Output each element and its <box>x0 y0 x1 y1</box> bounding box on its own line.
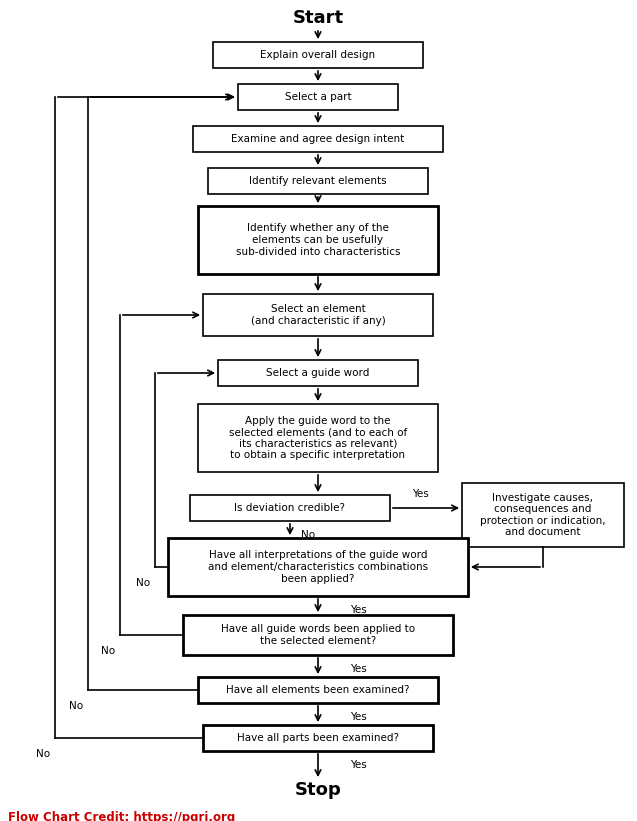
Text: Apply the guide word to the
selected elements (and to each of
its characteristic: Apply the guide word to the selected ele… <box>229 415 407 461</box>
Text: No: No <box>136 578 150 588</box>
Text: No: No <box>301 530 315 540</box>
Text: Identify whether any of the
elements can be usefully
sub-divided into characteri: Identify whether any of the elements can… <box>236 223 400 257</box>
Bar <box>183 615 453 655</box>
Text: Yes: Yes <box>350 664 366 674</box>
Bar <box>238 84 398 110</box>
Bar <box>198 677 438 703</box>
Text: Flow Chart Credit: https://pqri.org: Flow Chart Credit: https://pqri.org <box>8 811 235 821</box>
Text: Have all interpretations of the guide word
and element/characteristics combinati: Have all interpretations of the guide wo… <box>208 550 428 584</box>
Bar <box>218 360 418 386</box>
Text: Select a part: Select a part <box>285 92 352 102</box>
Bar <box>203 725 433 751</box>
Text: Examine and agree design intent: Examine and agree design intent <box>231 134 404 144</box>
Text: Have all elements been examined?: Have all elements been examined? <box>226 685 410 695</box>
Text: Yes: Yes <box>412 489 428 499</box>
Bar <box>193 126 443 152</box>
Text: No: No <box>36 749 50 759</box>
Text: Have all guide words been applied to
the selected element?: Have all guide words been applied to the… <box>221 624 415 646</box>
Text: Identify relevant elements: Identify relevant elements <box>249 176 387 186</box>
Text: Stop: Stop <box>295 781 341 799</box>
Bar <box>198 206 438 274</box>
Text: Explain overall design: Explain overall design <box>261 50 376 60</box>
Bar <box>190 495 390 521</box>
Text: No: No <box>101 646 115 656</box>
Bar <box>213 42 423 68</box>
Text: Have all parts been examined?: Have all parts been examined? <box>237 733 399 743</box>
Bar <box>198 404 438 472</box>
Bar <box>462 483 624 547</box>
Text: Yes: Yes <box>350 712 366 722</box>
Text: Is deviation credible?: Is deviation credible? <box>234 503 345 513</box>
Bar <box>203 294 433 336</box>
Text: Yes: Yes <box>350 760 366 770</box>
Text: Select a guide word: Select a guide word <box>266 368 369 378</box>
Text: Start: Start <box>292 9 343 27</box>
Text: Yes: Yes <box>350 605 366 615</box>
Text: Investigate causes,
consequences and
protection or indication,
and document: Investigate causes, consequences and pro… <box>480 493 606 538</box>
Bar <box>208 168 428 194</box>
Text: No: No <box>69 701 83 711</box>
Bar <box>168 538 468 596</box>
Text: Select an element
(and characteristic if any): Select an element (and characteristic if… <box>250 305 385 326</box>
